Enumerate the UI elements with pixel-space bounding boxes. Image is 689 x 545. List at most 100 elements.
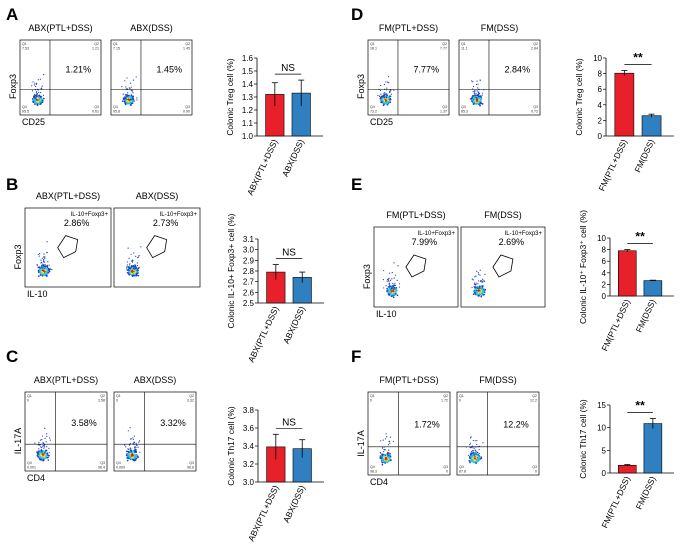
flow-dot <box>390 93 392 95</box>
flow-dot <box>387 290 390 293</box>
flow-dot <box>136 272 138 275</box>
flow-dot <box>38 255 40 257</box>
flow-dot <box>479 293 482 296</box>
flow-dot <box>474 276 476 278</box>
flow-dot <box>129 442 131 444</box>
x-category-label: ABX(DSS) <box>280 137 306 178</box>
flow-dot <box>386 436 388 438</box>
flow-dot <box>390 287 393 289</box>
flow-dot <box>379 455 382 457</box>
flow-dot <box>131 456 134 459</box>
flow-dot <box>44 270 46 273</box>
flow-dot <box>476 100 479 102</box>
y-tick-label: 4 <box>598 101 603 110</box>
flow-dot <box>389 272 391 274</box>
flow-dot <box>472 447 474 449</box>
flow-plot-b-1: IL-10+Foxp3+2.86% <box>24 207 112 288</box>
flow-dot <box>126 268 128 270</box>
flow-dot <box>394 282 396 284</box>
flow-dot <box>41 267 43 269</box>
panel-letter: E <box>351 175 362 194</box>
flow-dot <box>41 450 43 452</box>
flow-dot <box>472 451 475 454</box>
flow-x-axis-title: CD25 <box>370 117 393 127</box>
flow-dot <box>131 265 133 267</box>
condition-label-1: FM(PTL+DSS) <box>386 210 445 220</box>
flow-y-axis-title: Foxp3 <box>13 244 23 269</box>
flow-dot <box>388 440 391 442</box>
flow-dot <box>37 253 39 256</box>
flow-dot <box>47 459 50 461</box>
flow-dot <box>130 267 132 269</box>
flow-dot <box>124 102 127 105</box>
flow-dot <box>396 279 398 281</box>
y-tick-label: 3.2 <box>243 460 255 469</box>
flow-dot <box>385 100 387 102</box>
flow-dot <box>130 98 132 100</box>
flow-dot <box>389 101 392 104</box>
flow-dot <box>475 102 478 105</box>
y-tick-label: 8 <box>602 246 607 255</box>
flow-dot <box>40 262 42 264</box>
flow-dot <box>389 279 392 281</box>
flow-dot <box>380 440 382 442</box>
panel-letter: C <box>6 347 18 366</box>
flow-dot <box>43 444 46 446</box>
flow-dot <box>44 256 46 258</box>
flow-dot <box>132 454 134 456</box>
flow-dot <box>472 439 474 442</box>
flow-dot <box>40 91 42 94</box>
quadrant-value: 0.72 <box>531 110 538 114</box>
flow-plot-e-2: IL-10+Foxp3+2.69% <box>460 226 546 308</box>
flow-dot <box>125 86 127 88</box>
flow-dot <box>388 287 391 290</box>
gate-percentage: 1.21% <box>66 64 92 74</box>
flow-dot <box>139 451 141 453</box>
quadrant-label: Q1 <box>22 42 27 46</box>
quadrant-label: Q3 <box>100 461 105 465</box>
flow-dot <box>35 97 37 99</box>
flow-dot <box>387 76 390 78</box>
flow-dot <box>387 444 390 446</box>
flow-dot <box>481 278 484 280</box>
flow-dot <box>479 274 481 276</box>
flow-dot <box>471 449 474 452</box>
flow-dot <box>480 456 482 458</box>
significance-label: NS <box>282 417 296 428</box>
flow-dot <box>479 457 482 460</box>
flow-dot <box>474 93 476 96</box>
flow-dot <box>39 439 42 441</box>
flow-dot <box>475 97 478 99</box>
flow-dot <box>383 269 385 272</box>
flow-dot <box>484 273 486 275</box>
bar-chart-b: 2.5 2.62.7 2.8 2.93.0 3.1 Colonic IL-10+ Foxp… <box>226 213 324 364</box>
flow-dot <box>135 76 137 78</box>
quadrant-value: 1.37 <box>440 110 447 114</box>
flow-dot <box>124 444 126 446</box>
flow-dot <box>478 92 480 94</box>
flow-dot <box>132 274 134 277</box>
flow-dot <box>130 448 132 450</box>
flow-dot <box>470 98 472 100</box>
flow-dot <box>38 442 40 444</box>
flow-dot <box>478 448 480 451</box>
flow-dot <box>392 296 395 299</box>
y-tick-label: 1.5 <box>242 67 254 76</box>
flow-dot <box>479 79 481 81</box>
flow-dot <box>38 448 40 450</box>
flow-dot <box>388 98 390 101</box>
flow-dot <box>471 96 474 98</box>
flow-dot <box>44 449 47 452</box>
flow-dot <box>136 99 138 101</box>
quadrant-label: Q1 <box>113 42 118 46</box>
flow-dot <box>45 274 48 277</box>
y-tick-label: 0 <box>598 132 603 141</box>
flow-dot <box>138 266 140 268</box>
flow-dot <box>483 279 485 281</box>
quadrant-value: 0 <box>459 399 461 403</box>
flow-dot <box>472 95 474 97</box>
flow-dot <box>479 269 481 271</box>
